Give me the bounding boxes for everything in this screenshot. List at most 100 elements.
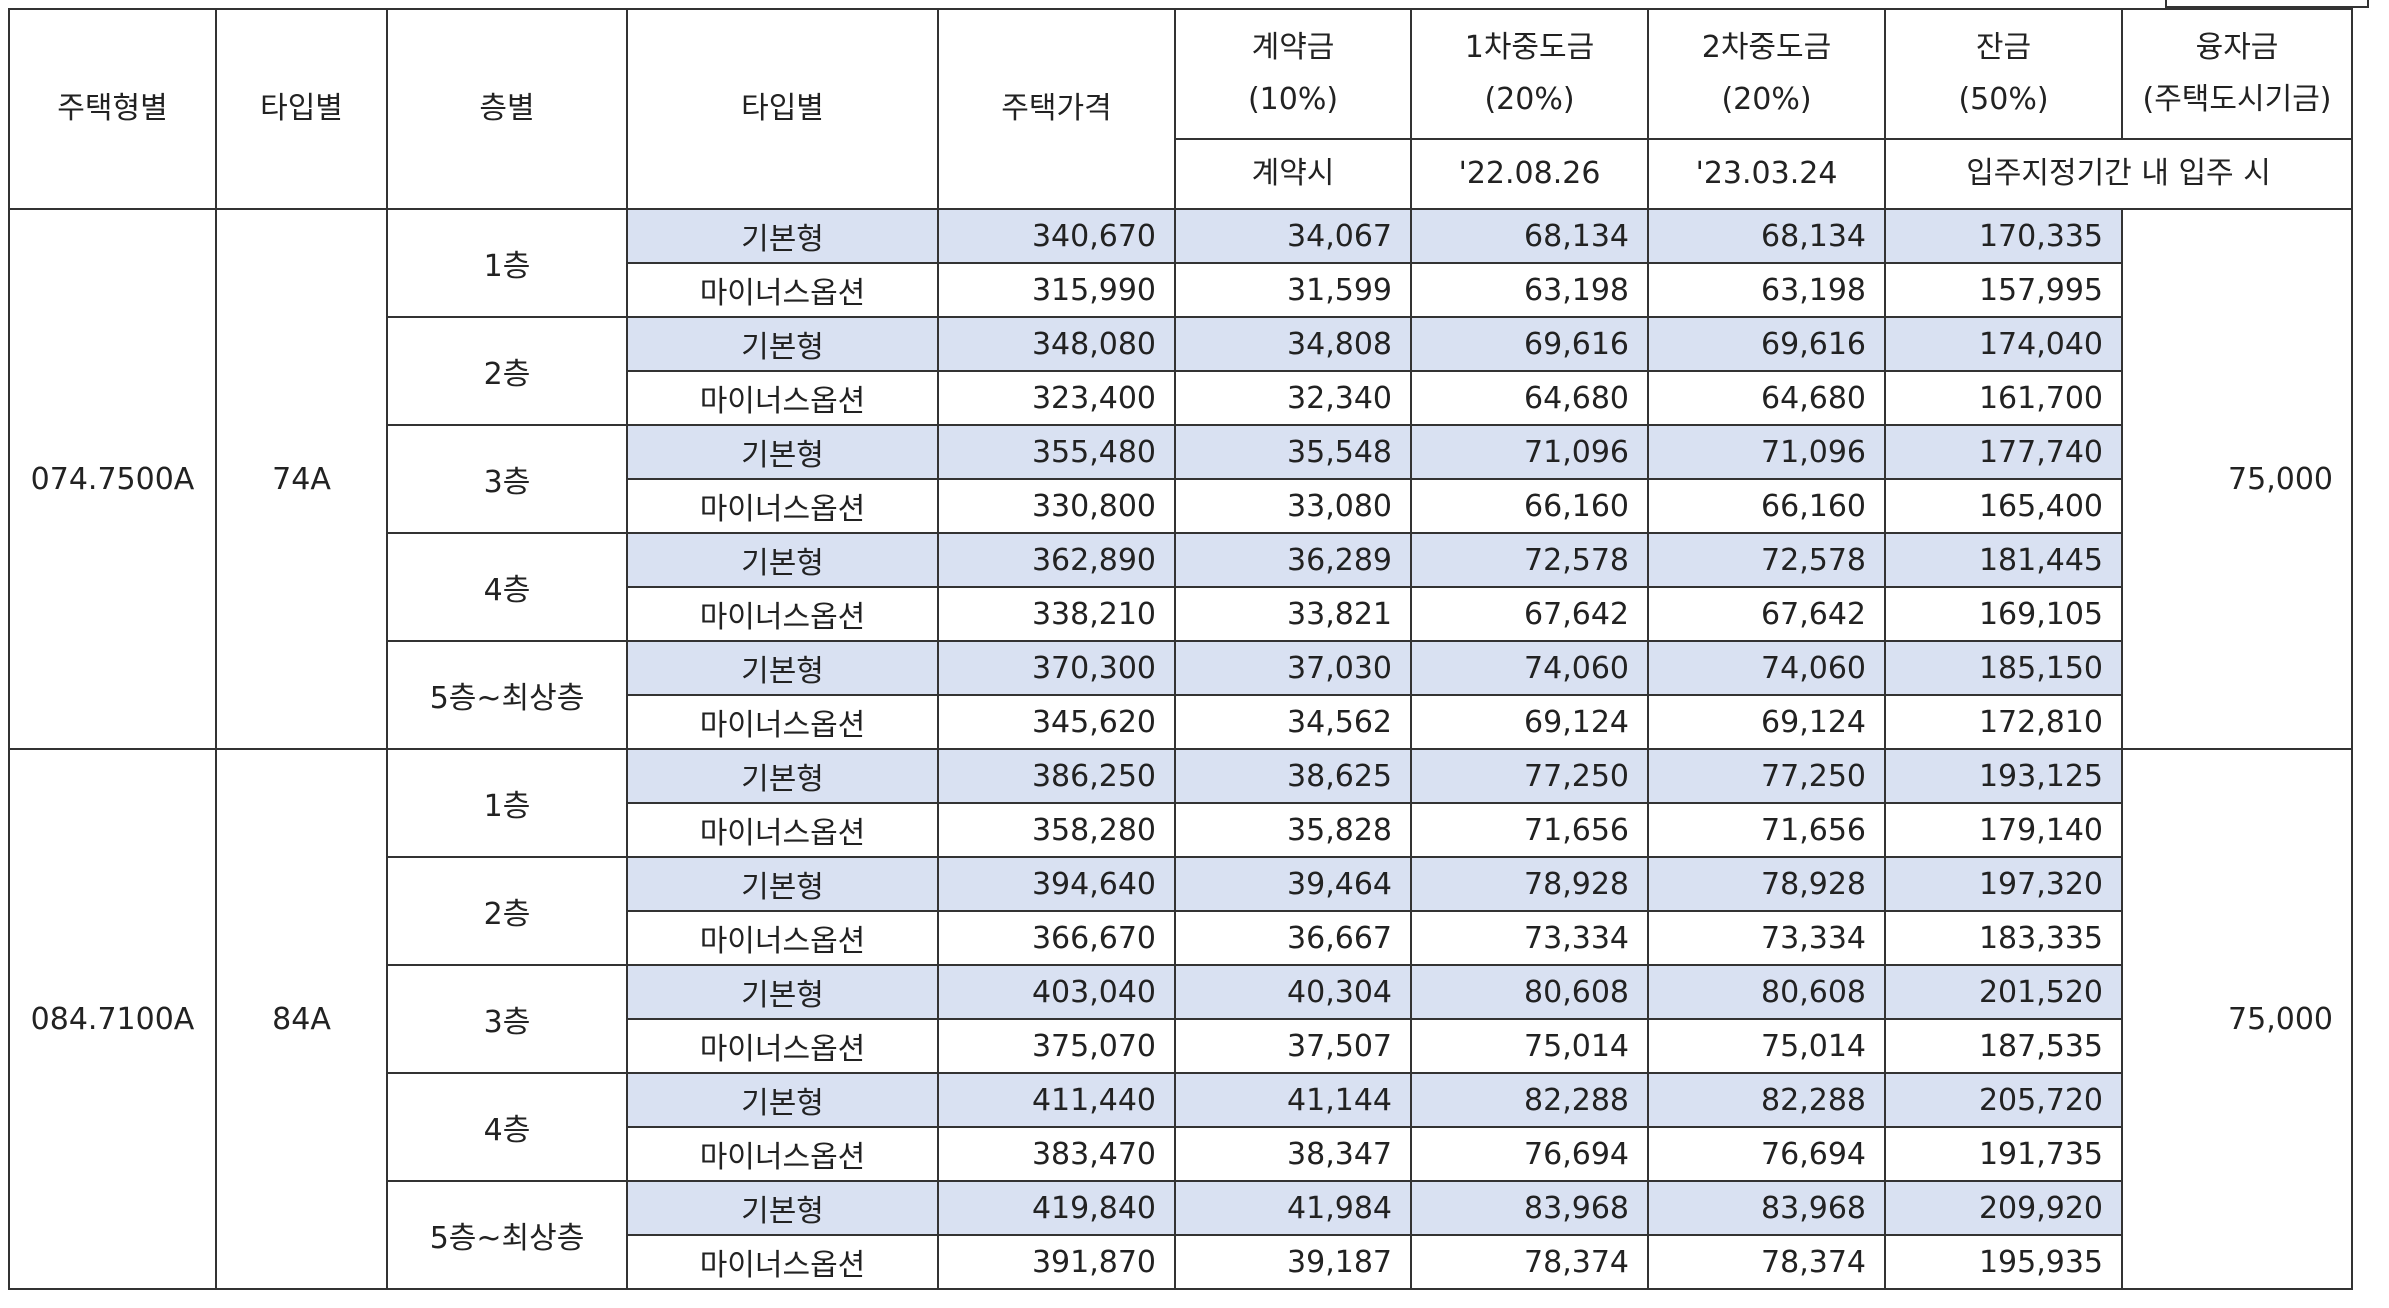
cell-floor: 2층 (386, 856, 628, 966)
cell-price: 345,620 (937, 694, 1176, 750)
cell-mid1: 73,334 (1410, 910, 1649, 966)
cell-option: 기본형 (626, 208, 939, 264)
cell-mid1: 67,642 (1410, 586, 1649, 642)
cell-mid2: 76,694 (1647, 1126, 1886, 1182)
cell-deposit: 41,144 (1174, 1072, 1412, 1128)
cell-balance: 177,740 (1884, 424, 2123, 480)
header-price: 주택가격 (937, 8, 1176, 210)
cell-price: 358,280 (937, 802, 1176, 858)
cell-mid1: 78,928 (1410, 856, 1649, 912)
header-balance-pct: (50%) (1958, 82, 2049, 117)
header-mid2-label: 2차중도금 (1701, 30, 1832, 65)
cell-floor: 5층~최상층 (386, 640, 628, 750)
cell-price: 362,890 (937, 532, 1176, 588)
header-deposit-pct: (10%) (1247, 82, 1339, 117)
cell-mid1: 80,608 (1410, 964, 1649, 1020)
cell-mid1: 83,968 (1410, 1180, 1649, 1236)
cell-floor: 1층 (386, 208, 628, 318)
cell-mid2: 71,656 (1647, 802, 1886, 858)
cell-housing-type: 084.7100A (8, 748, 217, 1290)
header-balance: 잔금 (50%) (1884, 8, 2123, 140)
cell-balance: 193,125 (1884, 748, 2123, 804)
cell-option: 기본형 (626, 856, 939, 912)
cell-price: 340,670 (937, 208, 1176, 264)
cell-balance: 174,040 (1884, 316, 2123, 372)
table-row: 마이너스옵션 366,670 36,667 73,334 73,334 183,335 (9, 910, 2352, 966)
cell-floor: 4층 (386, 1072, 628, 1182)
cell-balance: 172,810 (1884, 694, 2123, 750)
cell-deposit: 33,080 (1174, 478, 1412, 534)
header-deposit-label: 계약금 (1251, 30, 1335, 65)
cell-mid2: 82,288 (1647, 1072, 1886, 1128)
cell-option: 기본형 (626, 424, 939, 480)
cell-mid1: 77,250 (1410, 748, 1649, 804)
cell-option: 기본형 (626, 1180, 939, 1236)
cell-option: 기본형 (626, 964, 939, 1020)
cell-balance: 181,445 (1884, 532, 2123, 588)
cell-deposit: 34,562 (1174, 694, 1412, 750)
cell-mid1: 82,288 (1410, 1072, 1649, 1128)
cell-mid2: 83,968 (1647, 1180, 1886, 1236)
cell-floor: 2층 (386, 316, 628, 426)
cell-mid1: 72,578 (1410, 532, 1649, 588)
header-mid2-date: '23.03.24 (1647, 138, 1886, 210)
header-loan-label: 융자금 (2195, 30, 2279, 65)
cell-balance: 179,140 (1884, 802, 2123, 858)
cell-loan: 75,000 (2121, 208, 2353, 750)
cell-mid2: 69,124 (1647, 694, 1886, 750)
cell-mid1: 76,694 (1410, 1126, 1649, 1182)
cell-deposit: 37,030 (1174, 640, 1412, 696)
table-row: 마이너스옵션 345,620 34,562 69,124 69,124 172,810 (9, 694, 2352, 750)
header-loan: 융자금 (주택도시기금) (2121, 8, 2353, 140)
cell-floor: 3층 (386, 964, 628, 1074)
cell-option: 마이너스옵션 (626, 1018, 939, 1074)
cell-option: 기본형 (626, 316, 939, 372)
cell-mid1: 63,198 (1410, 262, 1649, 318)
table-header: 주택형별 타입별 층별 타입별 주택가격 계약금 (10%) 1차중도금 (20… (8, 8, 2353, 210)
cell-balance: 201,520 (1884, 964, 2123, 1020)
header-balance-label: 잔금 (1975, 30, 2032, 65)
cell-deposit: 34,808 (1174, 316, 1412, 372)
cell-type: 84A (215, 748, 388, 1290)
cell-mid1: 64,680 (1410, 370, 1649, 426)
cell-mid1: 66,160 (1410, 478, 1649, 534)
cell-mid2: 68,134 (1647, 208, 1886, 264)
table-row: 2층 기본형 348,080 34,808 69,616 69,616 174,040 (9, 316, 2352, 426)
header-mid2-pct: (20%) (1721, 82, 1812, 117)
cell-mid1: 69,616 (1410, 316, 1649, 372)
cell-mid2: 72,578 (1647, 532, 1886, 588)
cell-deposit: 39,187 (1174, 1234, 1412, 1290)
table-row: 마이너스옵션 391,870 39,187 78,374 78,374 195,935 (9, 1234, 2352, 1290)
cell-option: 마이너스옵션 (626, 478, 939, 534)
cell-deposit: 41,984 (1174, 1180, 1412, 1236)
cell-mid1: 75,014 (1410, 1018, 1649, 1074)
cell-deposit: 39,464 (1174, 856, 1412, 912)
cell-option: 마이너스옵션 (626, 1234, 939, 1290)
header-mid1-pct: (20%) (1484, 82, 1575, 117)
cell-mid2: 77,250 (1647, 748, 1886, 804)
table-row: 마이너스옵션 383,470 38,347 76,694 76,694 191,735 (9, 1126, 2352, 1182)
cell-balance: 197,320 (1884, 856, 2123, 912)
table-row: 마이너스옵션 375,070 37,507 75,014 75,014 187,535 (9, 1018, 2352, 1074)
cell-mid1: 78,374 (1410, 1234, 1649, 1290)
cell-deposit: 35,548 (1174, 424, 1412, 480)
cell-price: 366,670 (937, 910, 1176, 966)
cell-mid2: 63,198 (1647, 262, 1886, 318)
cell-deposit: 34,067 (1174, 208, 1412, 264)
table-row: 2층 기본형 394,640 39,464 78,928 78,928 197,320 (9, 856, 2352, 966)
cell-floor: 5층~최상층 (386, 1180, 628, 1290)
cell-balance: 195,935 (1884, 1234, 2123, 1290)
cell-mid1: 71,656 (1410, 802, 1649, 858)
cell-price: 411,440 (937, 1072, 1176, 1128)
cell-price: 391,870 (937, 1234, 1176, 1290)
table-row: 3층 기본형 355,480 35,548 71,096 71,096 177,740 (9, 424, 2352, 534)
cell-price: 355,480 (937, 424, 1176, 480)
cell-deposit: 31,599 (1174, 262, 1412, 318)
cell-balance: 185,150 (1884, 640, 2123, 696)
cell-price: 348,080 (937, 316, 1176, 372)
cell-deposit: 35,828 (1174, 802, 1412, 858)
header-floor: 층별 (386, 8, 628, 210)
cell-deposit: 38,347 (1174, 1126, 1412, 1182)
cell-balance: 170,335 (1884, 208, 2123, 264)
table-row: 3층 기본형 403,040 40,304 80,608 80,608 201,520 (9, 964, 2352, 1074)
